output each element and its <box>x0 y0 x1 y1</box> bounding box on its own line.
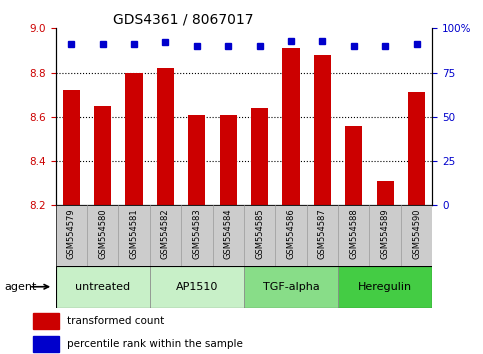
Text: GSM554581: GSM554581 <box>129 208 139 259</box>
Bar <box>345 126 362 205</box>
Bar <box>157 68 174 205</box>
Text: GSM554584: GSM554584 <box>224 208 233 259</box>
Bar <box>33 313 59 329</box>
Text: GSM554579: GSM554579 <box>67 208 76 259</box>
Text: TGF-alpha: TGF-alpha <box>263 282 319 292</box>
Bar <box>283 48 299 205</box>
Text: GSM554583: GSM554583 <box>192 208 201 259</box>
Text: GSM554582: GSM554582 <box>161 208 170 259</box>
Bar <box>63 90 80 205</box>
Text: GSM554586: GSM554586 <box>286 208 296 259</box>
Text: GSM554580: GSM554580 <box>98 208 107 259</box>
Text: untreated: untreated <box>75 282 130 292</box>
Bar <box>338 266 432 308</box>
Bar <box>126 73 142 205</box>
Bar <box>244 266 338 308</box>
Text: GSM554588: GSM554588 <box>349 208 358 259</box>
Bar <box>377 181 394 205</box>
Text: AP1510: AP1510 <box>176 282 218 292</box>
Bar <box>94 106 111 205</box>
Text: GSM554589: GSM554589 <box>381 208 390 259</box>
Bar <box>251 108 268 205</box>
Text: GSM554585: GSM554585 <box>255 208 264 259</box>
Bar <box>33 336 59 352</box>
Text: GDS4361 / 8067017: GDS4361 / 8067017 <box>114 12 254 27</box>
Text: GSM554590: GSM554590 <box>412 208 421 259</box>
Text: agent: agent <box>5 282 37 292</box>
Bar <box>56 266 150 308</box>
Bar <box>150 266 244 308</box>
Bar <box>408 92 425 205</box>
Text: Heregulin: Heregulin <box>358 282 412 292</box>
Text: percentile rank within the sample: percentile rank within the sample <box>67 339 242 349</box>
Bar <box>314 55 331 205</box>
Text: GSM554587: GSM554587 <box>318 208 327 259</box>
Bar <box>188 115 205 205</box>
Bar <box>220 115 237 205</box>
Text: transformed count: transformed count <box>67 316 164 326</box>
